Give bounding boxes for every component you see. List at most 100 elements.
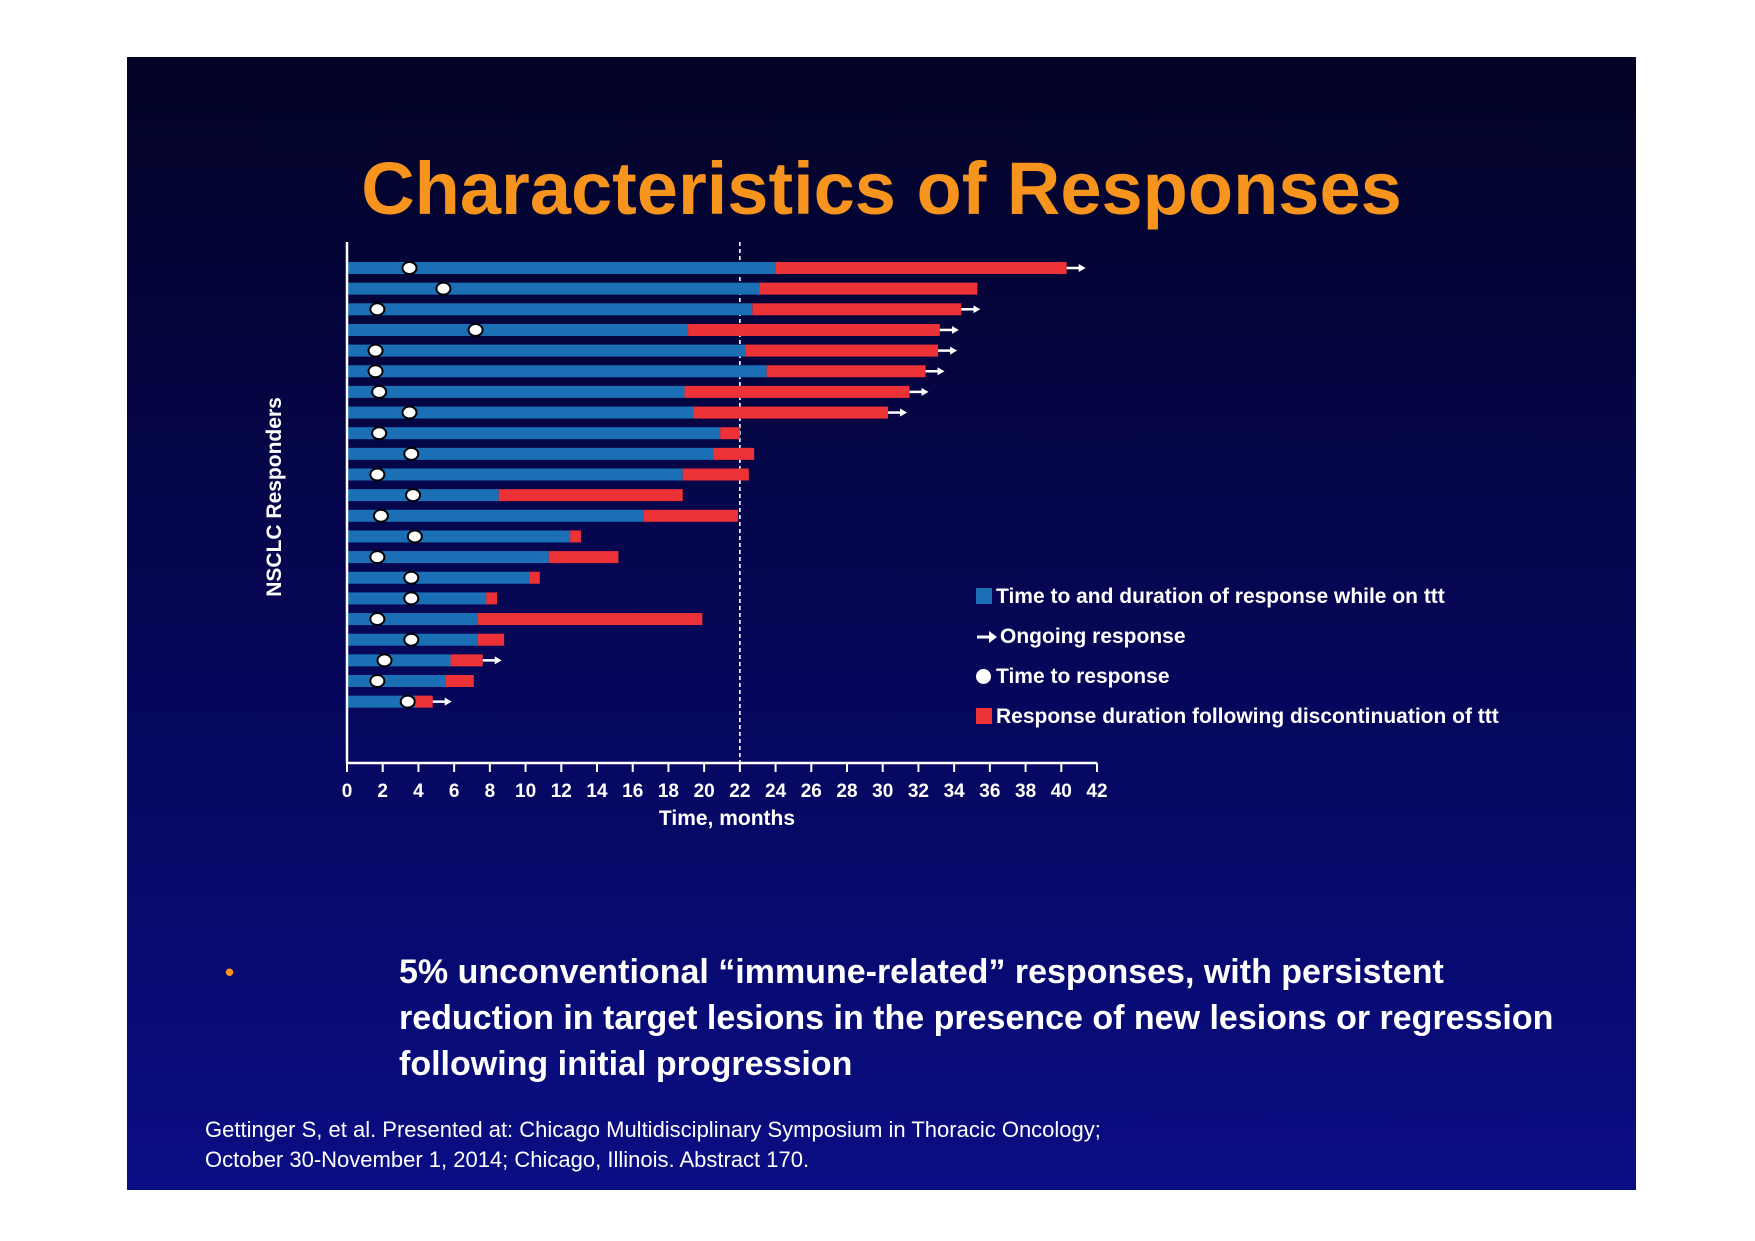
x-tick-label: 6 <box>449 781 460 802</box>
time-to-response-marker <box>369 674 386 688</box>
bullet-marker-icon: • <box>225 957 235 987</box>
bars-layer <box>347 261 1086 709</box>
responder-row-10 <box>347 446 755 461</box>
responder-row-2 <box>347 281 978 296</box>
bar-after-discontinuation <box>684 385 910 398</box>
responder-row-8 <box>347 405 908 420</box>
bullet-point: • 5% unconventional “immune-related” res… <box>225 949 1605 1087</box>
bar-after-discontinuation <box>720 427 740 440</box>
time-to-response-marker <box>369 612 386 627</box>
bar-after-discontinuation <box>477 633 505 646</box>
x-tick-label: 30 <box>872 781 893 802</box>
responder-row-22 <box>347 694 452 709</box>
bar-on-treatment <box>347 303 753 316</box>
x-tick-label: 4 <box>413 781 424 802</box>
time-to-response-marker <box>435 281 452 296</box>
x-tick-label: 2 <box>377 781 388 802</box>
axes-layer: 0 2 4 6 8 10 12 14 16 18 20 22 24 26 28 30 32 34 36 38 40 42 <box>342 242 1108 802</box>
bar-on-treatment <box>347 530 571 543</box>
responder-row-20 <box>347 653 502 668</box>
legend-label: Time to and duration of response while o… <box>996 585 1445 608</box>
bar-after-discontinuation <box>498 489 683 502</box>
chart-legend: Time to and duration of response while o… <box>976 577 1499 737</box>
bar-after-discontinuation <box>752 303 962 316</box>
time-to-response-marker <box>403 446 420 461</box>
citation-line-1: Gettinger S, et al. Presented at: Chicag… <box>205 1117 1101 1142</box>
responder-row-11 <box>347 467 749 482</box>
x-tick-label: 14 <box>586 781 608 802</box>
bar-on-treatment <box>347 571 530 584</box>
x-tick-label: 16 <box>622 781 643 802</box>
bar-after-discontinuation <box>477 613 703 626</box>
legend-item-after-discontinuation: Response duration following discontinuat… <box>976 697 1499 737</box>
time-to-response-marker <box>369 550 386 565</box>
bar-on-treatment <box>347 695 415 708</box>
time-to-response-marker <box>376 653 393 668</box>
bar-after-discontinuation <box>713 447 755 460</box>
x-tick-label: 36 <box>979 781 1000 802</box>
x-tick-label: 40 <box>1051 781 1072 802</box>
x-axis-title: Time, months <box>659 807 795 830</box>
responder-row-1 <box>347 261 1086 275</box>
responder-row-3 <box>347 302 981 317</box>
responder-row-9 <box>347 426 740 441</box>
bar-on-treatment <box>347 385 685 398</box>
responder-row-5 <box>347 343 958 358</box>
swimmer-chart: 0 2 4 6 8 10 12 14 16 18 20 22 24 26 28 30 32 34 36 38 40 42 … <box>263 242 1108 830</box>
bar-after-discontinuation <box>688 323 940 336</box>
bar-on-treatment <box>347 551 549 564</box>
x-tick-label: 26 <box>801 781 822 802</box>
bar-on-treatment <box>347 323 689 336</box>
bar-after-discontinuation <box>693 406 889 419</box>
x-tick-label: 32 <box>908 781 929 802</box>
bar-on-treatment <box>347 427 721 440</box>
bar-after-discontinuation <box>682 468 749 481</box>
slide: Characteristics of Responses 0 2 4 6 8 10 12 14… <box>127 57 1636 1190</box>
blue-square-icon <box>976 588 992 604</box>
white-circle-icon <box>976 669 991 684</box>
time-to-response-marker <box>371 426 388 441</box>
legend-label: Ongoing response <box>1000 625 1186 648</box>
x-tick-label: 28 <box>836 781 857 802</box>
responder-row-4 <box>347 322 959 337</box>
legend-item-ongoing: Ongoing response <box>976 617 1499 657</box>
bar-on-treatment <box>347 675 446 687</box>
legend-item-on-treatment: Time to and duration of response while o… <box>976 577 1499 617</box>
bar-on-treatment <box>347 613 478 626</box>
arrow-right-icon <box>977 631 997 643</box>
bar-on-treatment <box>347 262 776 274</box>
time-to-response-marker <box>467 322 484 337</box>
red-square-icon <box>976 708 992 724</box>
time-to-response-marker <box>403 632 420 647</box>
bar-on-treatment <box>347 654 451 667</box>
x-tick-label: 20 <box>694 781 715 802</box>
x-tick-label: 38 <box>1015 781 1036 802</box>
bar-after-discontinuation <box>570 530 581 543</box>
responder-row-16 <box>347 570 540 585</box>
x-tick-label: 8 <box>485 781 496 802</box>
responder-row-7 <box>347 384 929 399</box>
time-to-response-marker <box>371 384 388 399</box>
responder-row-15 <box>347 550 619 565</box>
bar-on-treatment <box>347 489 499 502</box>
bar-after-discontinuation <box>766 365 926 378</box>
bar-on-treatment <box>347 406 694 419</box>
x-tick-label: 18 <box>658 781 679 802</box>
bar-on-treatment <box>347 447 714 460</box>
time-to-response-marker <box>403 591 420 606</box>
bar-after-discontinuation <box>548 551 619 564</box>
bullet-text: 5% unconventional “immune-related” respo… <box>399 953 1554 1083</box>
responder-row-18 <box>347 612 703 627</box>
time-to-response-marker <box>399 694 416 709</box>
responder-row-19 <box>347 632 505 647</box>
bar-after-discontinuation <box>445 675 474 687</box>
x-tick-label: 12 <box>551 781 572 802</box>
time-to-response-marker <box>406 529 423 544</box>
bar-after-discontinuation <box>759 282 978 295</box>
bar-after-discontinuation <box>745 344 939 357</box>
x-tick-label: 22 <box>729 781 750 802</box>
bar-on-treatment <box>347 344 746 357</box>
bar-on-treatment <box>347 282 760 295</box>
bar-after-discontinuation <box>643 509 739 522</box>
time-to-response-marker <box>372 508 389 523</box>
